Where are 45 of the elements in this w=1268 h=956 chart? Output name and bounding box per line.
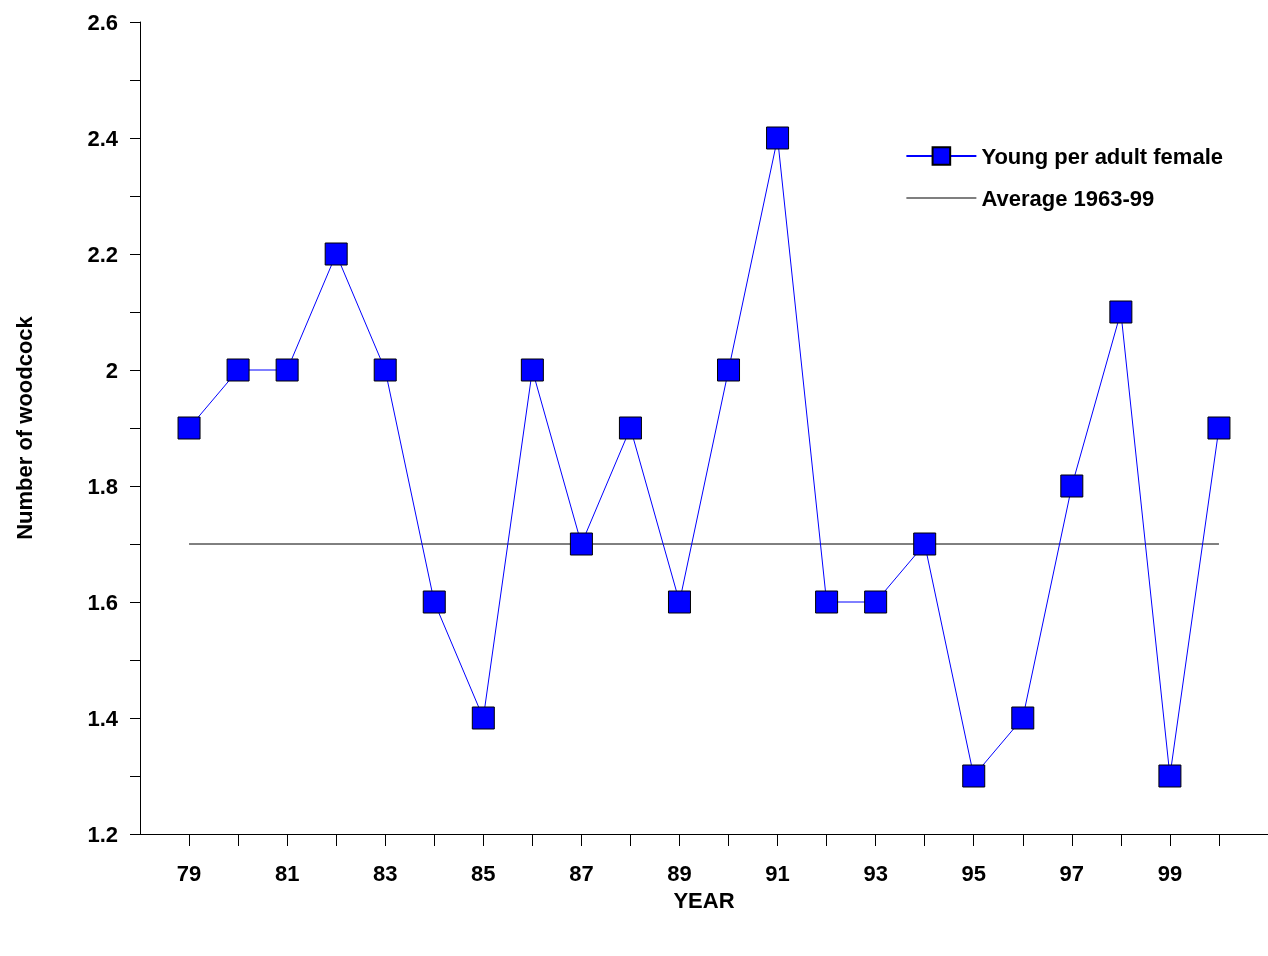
- x-tick-label: 99: [1157, 860, 1183, 886]
- y-tick-label: 1.8: [87, 473, 118, 499]
- x-tick-label: 87: [569, 860, 594, 886]
- legend-label: Average 1963-99: [981, 185, 1155, 211]
- x-tick-label: 91: [765, 860, 790, 886]
- point: [373, 358, 397, 382]
- y-tick-label: 1.4: [87, 705, 119, 731]
- x-tick-label: 89: [667, 860, 692, 886]
- point: [864, 590, 888, 614]
- legend-label: Young per adult female: [981, 143, 1223, 169]
- point: [520, 358, 544, 382]
- point: [1060, 474, 1084, 498]
- y-tick-label: 2.4: [87, 125, 119, 151]
- y-axis-title: Number of woodcock: [11, 315, 37, 540]
- point: [618, 416, 642, 440]
- x-tick-label: 97: [1059, 860, 1085, 886]
- point: [275, 358, 299, 382]
- point: [471, 706, 495, 730]
- y-tick-label: 2: [105, 357, 118, 383]
- x-axis-title: YEAR: [673, 887, 735, 913]
- point: [1109, 300, 1133, 324]
- point: [1011, 706, 1035, 730]
- point: [324, 242, 348, 266]
- point: [717, 358, 741, 382]
- point: [962, 764, 986, 788]
- x-tick-label: 93: [863, 860, 888, 886]
- y-tick-label: 1.6: [87, 589, 118, 615]
- x-tick-label: 85: [471, 860, 496, 886]
- y-tick-label: 1.2: [87, 821, 118, 847]
- point: [1207, 416, 1231, 440]
- point: [177, 416, 201, 440]
- point: [422, 590, 446, 614]
- x-tick-label: 95: [961, 860, 986, 886]
- x-tick-label: 79: [176, 860, 202, 886]
- point: [569, 532, 593, 556]
- x-tick-label: 81: [274, 860, 300, 886]
- x-tick-label: 83: [372, 860, 398, 886]
- point: [226, 358, 250, 382]
- point: [766, 126, 790, 150]
- point: [667, 590, 691, 614]
- point: [913, 532, 937, 556]
- point: [1158, 764, 1182, 788]
- point: [815, 590, 839, 614]
- y-tick-label: 2.6: [87, 9, 118, 35]
- y-tick-label: 2.2: [87, 241, 118, 267]
